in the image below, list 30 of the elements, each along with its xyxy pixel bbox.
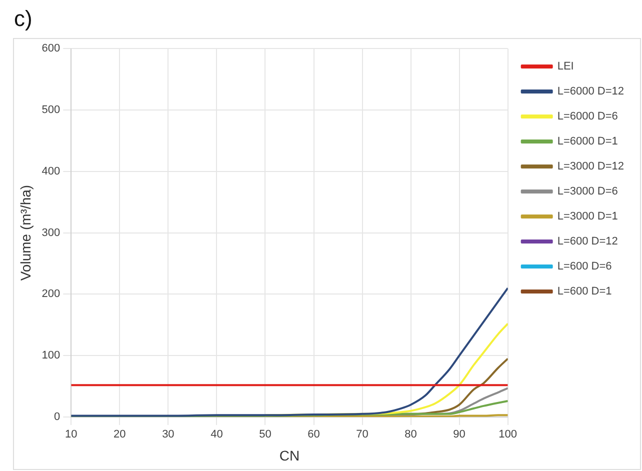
legend-label: LEI: [557, 60, 574, 73]
x-tick-label: 40: [210, 428, 223, 441]
legend-label: L=600 D=1: [557, 286, 612, 298]
legend-label: L=600 D=6: [557, 260, 612, 273]
legend-label: L=6000 D=6: [557, 110, 618, 123]
x-tick-label: 90: [453, 428, 466, 441]
y-tick-label: 200: [42, 288, 60, 300]
y-tick-label: 500: [42, 104, 60, 116]
legend-label: L=3000 D=6: [557, 186, 618, 198]
y-tick-label: 0: [54, 411, 60, 424]
legend-label: L=600 D=12: [557, 236, 618, 248]
x-tick-label: 60: [308, 428, 320, 441]
x-tick-label: 70: [356, 428, 368, 441]
y-tick-label: 100: [42, 350, 60, 362]
y-tick-label: 400: [42, 165, 60, 178]
y-tick-label: 600: [42, 42, 60, 55]
x-tick-label: 100: [498, 428, 518, 441]
y-tick-label: 300: [42, 226, 60, 239]
x-tick-label: 50: [259, 428, 272, 441]
legend-label: L=3000 D=1: [557, 210, 618, 223]
x-tick-label: 10: [65, 428, 78, 441]
x-axis-title: CN: [279, 447, 300, 464]
x-tick-label: 80: [404, 428, 417, 441]
legend-label: L=3000 D=12: [557, 160, 624, 173]
y-axis-title: Volume (m³/ha): [17, 184, 34, 281]
legend-label: L=6000 D=12: [557, 86, 624, 98]
x-tick-label: 30: [162, 428, 174, 441]
chart-title: c): [14, 6, 32, 32]
legend-label: L=6000 D=1: [557, 136, 618, 148]
x-tick-label: 20: [114, 428, 126, 441]
